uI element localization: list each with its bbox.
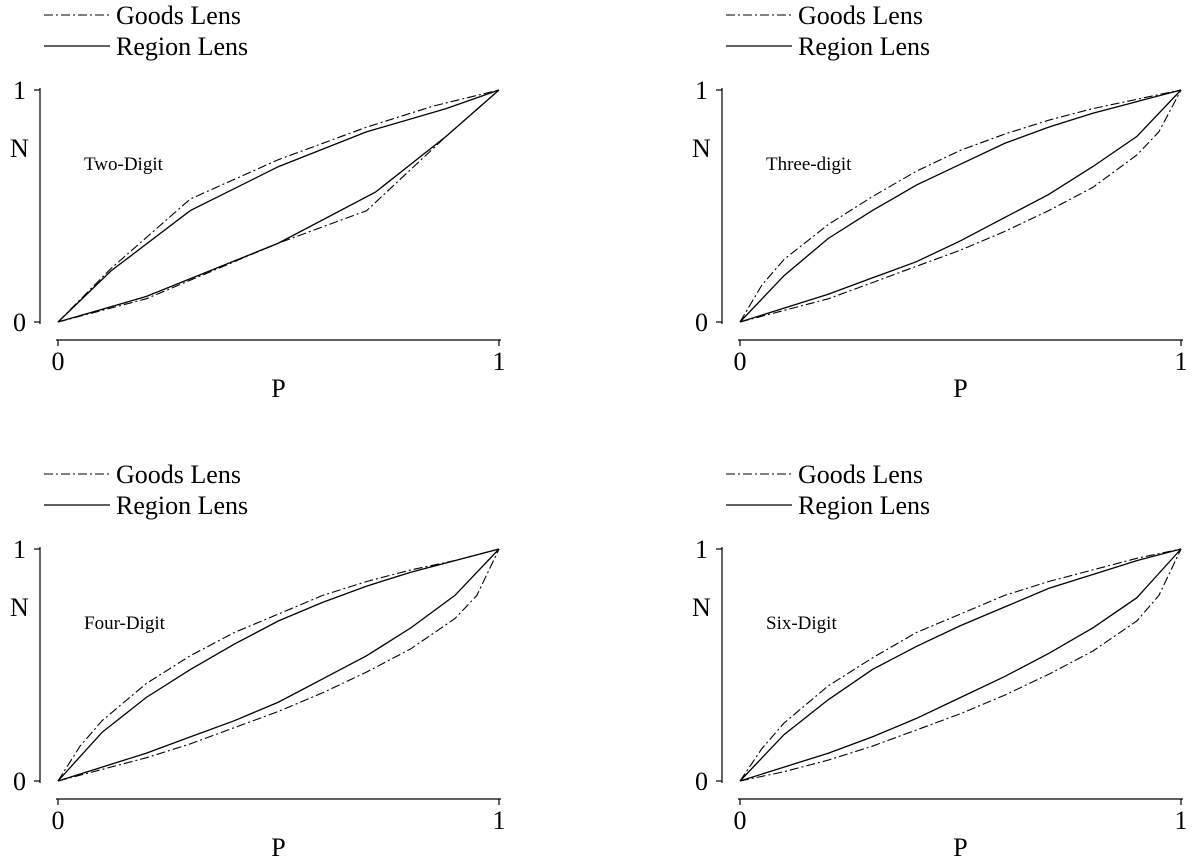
- legend-label: Goods Lens: [798, 1, 923, 30]
- goods-lens-upper-line: [57, 89, 500, 323]
- region-lens-upper-line: [739, 89, 1182, 323]
- panel-label: Six-Digit: [766, 613, 837, 634]
- x-tick-label: 0: [52, 347, 65, 376]
- x-tick-label: 0: [734, 347, 747, 376]
- legend-label: Region Lens: [798, 491, 930, 520]
- panel-label: Four-Digit: [84, 613, 166, 634]
- goods-lens-upper-line: [739, 89, 1182, 323]
- y-tick-label: 0: [13, 308, 26, 337]
- legend-label: Goods Lens: [116, 460, 241, 489]
- region-lens-lower-line: [739, 548, 1182, 782]
- region-lens-lower-line: [57, 548, 500, 782]
- y-tick-label: 0: [695, 308, 708, 337]
- legend-label: Region Lens: [116, 32, 248, 61]
- x-axis-title: P: [271, 833, 285, 862]
- y-axis-title: N: [10, 134, 29, 163]
- x-tick-label: 0: [734, 806, 747, 835]
- legend-label: Region Lens: [798, 32, 930, 61]
- goods-lens-lower-line: [739, 548, 1182, 782]
- goods-lens-lower-line: [739, 89, 1182, 323]
- y-tick-label: 1: [695, 76, 708, 105]
- y-tick-label: 1: [695, 535, 708, 564]
- region-lens-lower-line: [57, 89, 500, 323]
- goods-lens-upper-line: [739, 548, 1182, 782]
- region-lens-upper-line: [57, 89, 500, 323]
- legend-label: Goods Lens: [116, 1, 241, 30]
- y-tick-label: 0: [13, 767, 26, 796]
- y-tick-label: 1: [13, 76, 26, 105]
- y-axis-title: N: [10, 593, 29, 622]
- goods-lens-upper-line: [57, 548, 500, 782]
- region-lens-upper-line: [57, 548, 500, 782]
- y-tick-label: 0: [695, 767, 708, 796]
- region-lens-lower-line: [739, 89, 1182, 323]
- y-axis-title: N: [692, 593, 711, 622]
- x-tick-label: 1: [1175, 806, 1188, 835]
- region-lens-upper-line: [739, 548, 1182, 782]
- y-tick-label: 1: [13, 535, 26, 564]
- y-axis-title: N: [692, 134, 711, 163]
- x-axis-title: P: [953, 833, 967, 862]
- x-axis-title: P: [271, 374, 285, 403]
- panel-label: Three-digit: [766, 154, 852, 175]
- panel-label: Two-Digit: [84, 154, 164, 175]
- legend-label: Goods Lens: [798, 460, 923, 489]
- x-tick-label: 1: [1175, 347, 1188, 376]
- x-axis-title: P: [953, 374, 967, 403]
- legend-label: Region Lens: [116, 491, 248, 520]
- x-tick-label: 0: [52, 806, 65, 835]
- goods-lens-lower-line: [57, 89, 500, 323]
- x-tick-label: 1: [493, 347, 506, 376]
- goods-lens-lower-line: [57, 548, 500, 782]
- x-tick-label: 1: [493, 806, 506, 835]
